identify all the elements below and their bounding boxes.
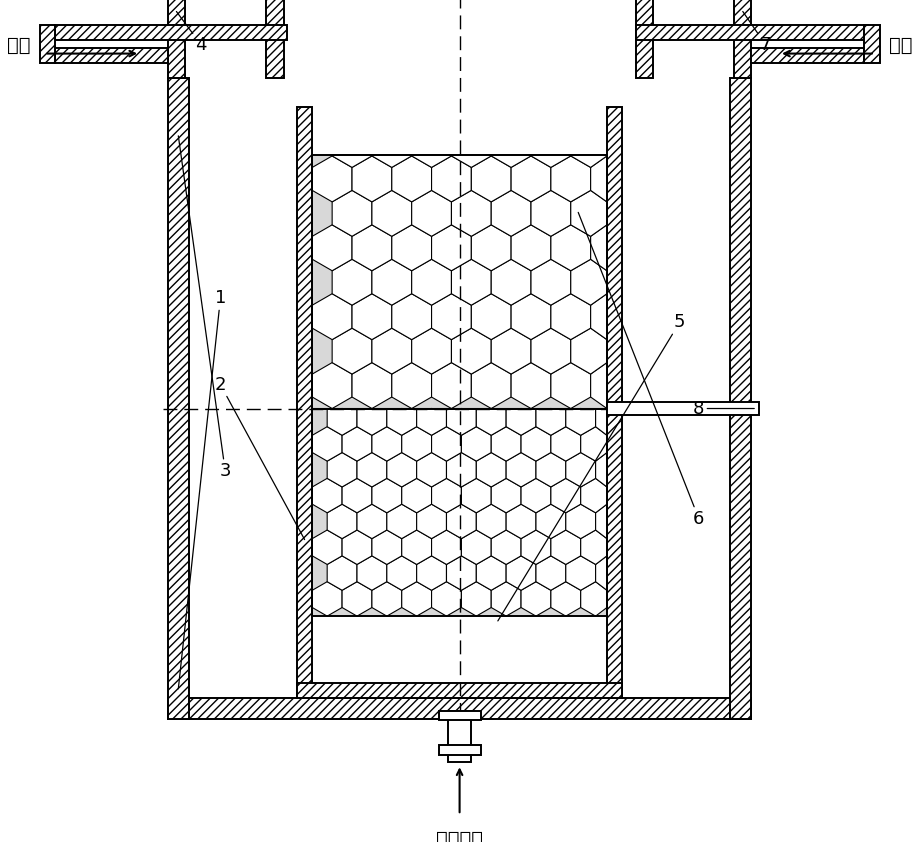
Bar	[607, 107, 622, 698]
Bar	[312, 155, 607, 616]
Text: 8: 8	[693, 399, 754, 418]
Text: 1: 1	[178, 290, 226, 689]
Bar	[731, 78, 752, 719]
Bar	[168, 78, 188, 719]
Bar	[636, 0, 652, 78]
Bar	[40, 25, 55, 63]
Bar	[438, 711, 481, 720]
Bar	[297, 107, 312, 698]
Text: 4: 4	[176, 12, 207, 54]
Bar	[636, 25, 868, 40]
Bar	[55, 48, 168, 63]
Bar	[168, 698, 752, 719]
Text: 5: 5	[498, 313, 686, 621]
Text: 空气: 空气	[890, 36, 913, 56]
Bar	[752, 48, 864, 63]
Text: 2: 2	[215, 376, 304, 540]
Bar	[448, 711, 471, 763]
Bar	[267, 0, 284, 78]
Bar	[297, 683, 622, 698]
Bar	[734, 0, 752, 78]
Bar	[864, 25, 879, 63]
Text: 7: 7	[743, 12, 771, 54]
Text: 液体燃料: 液体燃料	[437, 829, 483, 842]
Bar	[607, 402, 759, 415]
Bar	[55, 25, 288, 40]
Text: 空气: 空气	[6, 36, 30, 56]
Text: 6: 6	[578, 212, 705, 528]
Bar	[438, 745, 481, 754]
Text: 3: 3	[178, 136, 231, 480]
Bar	[168, 0, 185, 78]
